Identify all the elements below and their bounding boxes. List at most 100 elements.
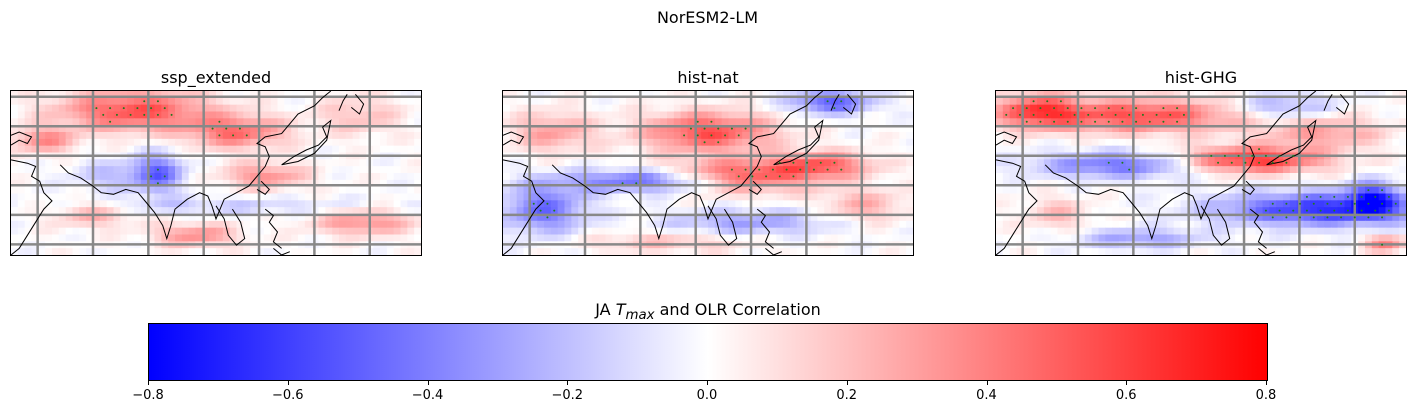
heatmap-cell bbox=[298, 104, 306, 113]
heatmap-cell bbox=[796, 248, 805, 255]
heatmap-cell bbox=[810, 207, 818, 215]
heatmap-cell bbox=[1002, 132, 1011, 140]
heatmap-cell bbox=[1324, 186, 1332, 195]
heatmap-cell bbox=[571, 200, 579, 208]
heatmap-cell bbox=[1303, 125, 1311, 133]
heatmap-cell bbox=[58, 91, 67, 99]
heatmap-cell bbox=[503, 220, 511, 229]
heatmap-cell bbox=[188, 186, 197, 195]
heatmap-cell bbox=[537, 166, 545, 174]
heatmap-cell bbox=[831, 91, 839, 99]
heatmap-cell bbox=[1050, 179, 1059, 188]
significance-dot bbox=[1387, 195, 1390, 198]
heatmap-cell bbox=[352, 248, 361, 255]
heatmap-cell bbox=[1084, 159, 1093, 167]
heatmap-cell bbox=[339, 227, 347, 236]
heatmap-cell bbox=[284, 118, 292, 126]
heatmap-cell bbox=[646, 138, 654, 147]
heatmap-cell bbox=[646, 118, 654, 126]
heatmap-cell bbox=[701, 145, 709, 154]
heatmap-cell bbox=[120, 159, 128, 167]
heatmap-cell bbox=[1009, 193, 1018, 201]
significance-dot bbox=[109, 107, 112, 110]
heatmap-cell bbox=[831, 214, 839, 222]
heatmap-cell bbox=[250, 234, 258, 242]
heatmap-cell bbox=[99, 220, 108, 229]
heatmap-cell bbox=[892, 132, 900, 140]
heatmap-cell bbox=[509, 179, 518, 188]
significance-dot bbox=[1340, 216, 1343, 219]
heatmap-cell bbox=[236, 227, 244, 236]
heatmap-cell bbox=[188, 138, 197, 147]
heatmap-cell bbox=[1153, 118, 1161, 126]
heatmap-cell bbox=[236, 132, 244, 140]
heatmap-cell bbox=[557, 193, 566, 201]
heatmap-cell bbox=[277, 193, 285, 201]
heatmap-cell bbox=[373, 145, 381, 154]
heatmap-cell bbox=[1385, 125, 1393, 133]
heatmap-cell bbox=[1289, 97, 1298, 106]
heatmap-cell bbox=[332, 186, 340, 195]
heatmap-cell bbox=[216, 234, 224, 242]
heatmap-cell bbox=[45, 227, 53, 236]
heatmap-cell bbox=[1317, 179, 1325, 188]
heatmap-cell bbox=[687, 207, 695, 215]
significance-dot bbox=[1107, 161, 1110, 164]
heatmap-cell bbox=[216, 200, 224, 208]
heatmap-cell bbox=[632, 248, 641, 255]
heatmap-cell bbox=[222, 200, 231, 208]
heatmap-cell bbox=[516, 248, 525, 255]
heatmap-cell bbox=[701, 248, 709, 255]
heatmap-cell bbox=[1016, 159, 1024, 167]
heatmap-cell bbox=[721, 111, 730, 119]
heatmap-cell bbox=[386, 145, 395, 154]
heatmap-cell bbox=[1037, 214, 1045, 222]
heatmap-cell bbox=[359, 179, 367, 188]
heatmap-cell bbox=[147, 159, 156, 167]
heatmap-cell bbox=[99, 173, 108, 181]
heatmap-cell bbox=[72, 179, 80, 188]
heatmap-cell bbox=[291, 132, 299, 140]
heatmap-cell bbox=[400, 111, 408, 119]
heatmap-cell bbox=[878, 118, 887, 126]
heatmap-cell bbox=[591, 97, 600, 106]
heatmap-cell bbox=[31, 138, 39, 147]
heatmap-cell bbox=[181, 173, 190, 181]
heatmap-cell bbox=[175, 132, 183, 140]
heatmap-cell bbox=[626, 132, 634, 140]
heatmap-cell bbox=[1324, 248, 1332, 255]
heatmap-cell bbox=[1262, 200, 1270, 208]
heatmap-cell bbox=[906, 132, 913, 140]
heatmap-cell bbox=[393, 118, 402, 126]
heatmap-cell bbox=[1078, 227, 1086, 236]
heatmap-cell bbox=[1317, 111, 1325, 119]
heatmap-cell bbox=[168, 200, 176, 208]
heatmap-cell bbox=[680, 138, 689, 147]
significance-dot bbox=[136, 107, 139, 110]
heatmap-cell bbox=[673, 207, 682, 215]
heatmap-cell bbox=[304, 166, 313, 174]
heatmap-cell bbox=[1030, 220, 1038, 229]
heatmap-cell bbox=[1235, 248, 1243, 255]
heatmap-cell bbox=[810, 111, 818, 119]
heatmap-cell bbox=[865, 186, 873, 195]
heatmap-cell bbox=[708, 97, 716, 106]
heatmap-cell bbox=[1337, 193, 1346, 201]
heatmap-cell bbox=[325, 248, 333, 255]
heatmap-cell bbox=[619, 97, 627, 106]
heatmap-cell bbox=[86, 234, 94, 242]
heatmap-cell bbox=[796, 159, 805, 167]
significance-dot bbox=[1333, 195, 1336, 198]
heatmap-cell bbox=[263, 248, 272, 255]
heatmap-cell bbox=[1043, 200, 1052, 208]
heatmap-cell bbox=[120, 193, 128, 201]
heatmap-cell bbox=[1242, 125, 1250, 133]
heatmap-cell bbox=[352, 138, 361, 147]
heatmap-cell bbox=[612, 97, 620, 106]
heatmap-cell bbox=[708, 214, 716, 222]
heatmap-cell bbox=[65, 145, 74, 154]
heatmap-cell bbox=[996, 193, 1004, 201]
heatmap-cell bbox=[1023, 193, 1031, 201]
heatmap-cell bbox=[509, 91, 518, 99]
heatmap-cell bbox=[564, 138, 572, 147]
